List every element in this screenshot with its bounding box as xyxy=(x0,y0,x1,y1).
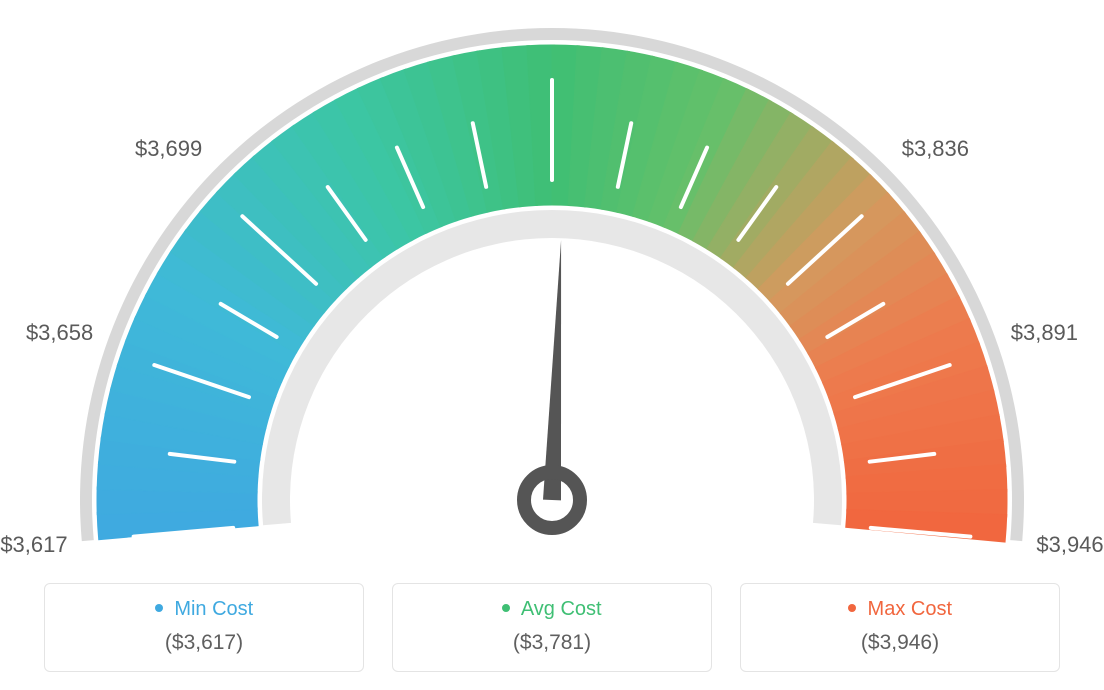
legend-title-min: Min Cost xyxy=(63,598,345,621)
gauge-container: $3,617$3,658$3,699$3,781$3,836$3,891$3,9… xyxy=(0,0,1104,560)
dot-icon xyxy=(155,604,163,612)
legend-title-text: Avg Cost xyxy=(521,598,602,620)
legend-title-text: Min Cost xyxy=(174,598,253,620)
gauge-needle xyxy=(543,240,561,500)
gauge-tick-label: $3,617 xyxy=(0,532,67,558)
dot-icon xyxy=(848,604,856,612)
legend-row: Min Cost ($3,617) Avg Cost ($3,781) Max … xyxy=(0,583,1104,672)
gauge-tick-label: $3,658 xyxy=(26,320,93,346)
legend-title-max: Max Cost xyxy=(759,598,1041,621)
gauge-tick-label: $3,946 xyxy=(1036,532,1103,558)
legend-card-max: Max Cost ($3,946) xyxy=(740,583,1060,672)
gauge-tick-label: $3,891 xyxy=(1011,320,1078,346)
legend-card-min: Min Cost ($3,617) xyxy=(44,583,364,672)
dot-icon xyxy=(502,604,510,612)
legend-value-max: ($3,946) xyxy=(759,631,1041,655)
gauge-tick-label: $3,836 xyxy=(902,136,969,162)
gauge-svg xyxy=(0,0,1104,560)
gauge-tick-label: $3,699 xyxy=(135,136,202,162)
legend-value-avg: ($3,781) xyxy=(411,631,693,655)
legend-value-min: ($3,617) xyxy=(63,631,345,655)
legend-card-avg: Avg Cost ($3,781) xyxy=(392,583,712,672)
legend-title-text: Max Cost xyxy=(868,598,952,620)
legend-title-avg: Avg Cost xyxy=(411,598,693,621)
